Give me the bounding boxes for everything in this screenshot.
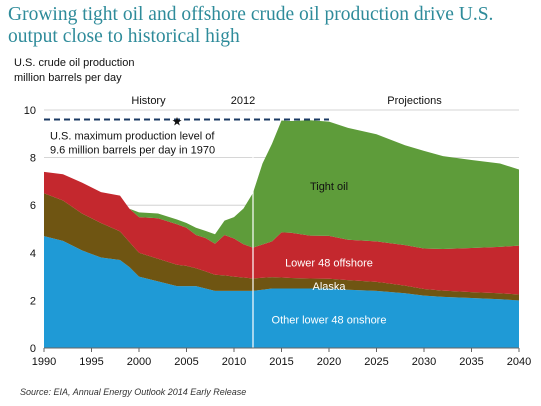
x-tick-label-1990: 1990 — [32, 356, 56, 368]
y-tick-label-10: 10 — [24, 105, 36, 117]
overlay-layer: ★ — [44, 104, 329, 348]
series-label-tight-oil: Tight oil — [310, 181, 348, 193]
x-tick-label-2025: 2025 — [364, 356, 388, 368]
y-axis-label-line2: million barrels per day — [14, 72, 122, 84]
x-tick-label-2005: 2005 — [174, 356, 198, 368]
x-tick-label-2035: 2035 — [459, 356, 483, 368]
history-label: History — [131, 95, 166, 107]
series-label-lower-48-offshore: Lower 48 offshore — [285, 257, 373, 269]
y-tick-label-2: 2 — [30, 295, 36, 307]
max-production-annotation-line2: 9.6 million barrels per day in 1970 — [50, 145, 215, 157]
area-lower-48-offshore — [44, 171, 519, 295]
x-tick-label-1995: 1995 — [79, 356, 103, 368]
y-tick-label-6: 6 — [30, 200, 36, 212]
projections-label: Projections — [387, 95, 442, 107]
series-label-other-lower-48-onshore: Other lower 48 onshore — [272, 314, 387, 326]
divider-year-label: 2012 — [231, 95, 255, 107]
y-tick-label-0: 0 — [30, 343, 36, 355]
x-tick-label-2015: 2015 — [269, 356, 293, 368]
y-tick-label-4: 4 — [30, 248, 36, 260]
y-tick-label-8: 8 — [30, 153, 36, 165]
x-tick-label-2040: 2040 — [507, 356, 531, 368]
area-layer — [44, 120, 519, 348]
y-axis-label: U.S. crude oil production million barrel… — [14, 56, 134, 86]
series-label-alaska: Alaska — [312, 281, 346, 293]
label-layer: History 2012 Projections U.S. maximum produ… — [50, 95, 442, 326]
source-note: Source: EIA, Annual Energy Outlook 2014 … — [20, 387, 247, 397]
x-tick-label-2030: 2030 — [412, 356, 436, 368]
x-tick-label-2000: 2000 — [127, 356, 151, 368]
x-tick-label-2010: 2010 — [222, 356, 246, 368]
y-axis-label-line1: U.S. crude oil production — [14, 57, 135, 69]
star-icon: ★ — [172, 115, 183, 129]
x-tick-label-2020: 2020 — [317, 356, 341, 368]
area-alaska — [44, 193, 519, 301]
area-other-lower-48-onshore — [44, 236, 519, 348]
area-tight-oil — [44, 120, 519, 249]
chart-headline: Growing tight oil and offshore crude oil… — [8, 4, 494, 47]
max-production-annotation-line1: U.S. maximum production level of — [50, 131, 215, 143]
axis-layer: 0 2 4 6 8 10 1990 1995 2000 2005 2010 2015 2020 2025 2… — [24, 105, 531, 368]
